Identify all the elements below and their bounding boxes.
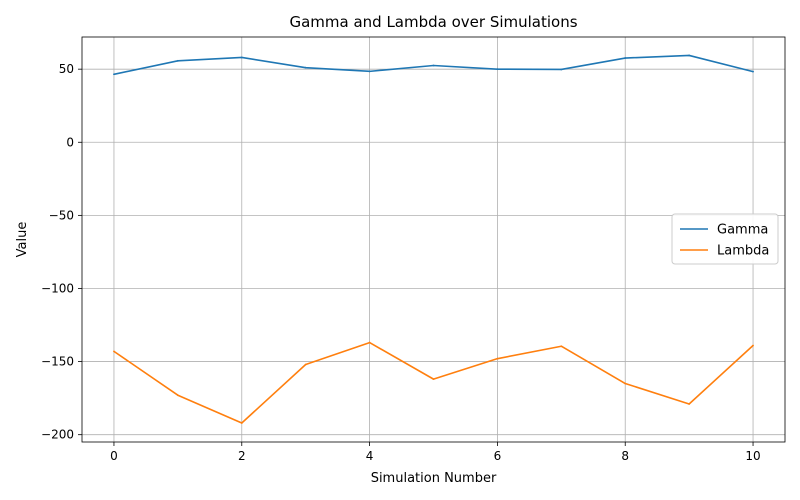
gamma-point bbox=[688, 54, 691, 57]
legend-label-gamma: Gamma bbox=[717, 223, 768, 238]
lambda-point bbox=[304, 363, 307, 366]
chart-title: Gamma and Lambda over Simulations bbox=[289, 13, 577, 31]
x-tick-label: 0 bbox=[110, 449, 118, 463]
lambda-line bbox=[113, 341, 754, 424]
gamma-point bbox=[752, 70, 754, 73]
gamma-point bbox=[496, 68, 499, 71]
gamma-point bbox=[176, 59, 179, 62]
x-tick-label: 6 bbox=[494, 449, 502, 463]
gamma-point bbox=[624, 57, 627, 59]
plot-frame bbox=[81, 36, 786, 443]
lambda-point bbox=[368, 341, 371, 344]
gamma-point bbox=[432, 64, 435, 67]
y-tick-label: −50 bbox=[49, 208, 74, 222]
legend: Gamma Lambda bbox=[671, 213, 779, 265]
lambda-point bbox=[624, 382, 627, 385]
lambda-point bbox=[496, 357, 499, 360]
legend-label-lambda: Lambda bbox=[717, 244, 769, 259]
lambda-point bbox=[752, 344, 754, 347]
y-tick-label: 50 bbox=[59, 62, 74, 76]
y-tick-label: −100 bbox=[41, 281, 74, 295]
y-axis-label: Value bbox=[15, 222, 30, 258]
lambda-point bbox=[560, 345, 563, 348]
gamma-point bbox=[304, 66, 307, 69]
y-tick-label: 0 bbox=[66, 135, 74, 149]
gamma-point bbox=[560, 68, 563, 71]
x-axis-label: Simulation Number bbox=[371, 471, 497, 486]
x-tick-label: 8 bbox=[621, 449, 629, 463]
y-tick-label: −150 bbox=[41, 355, 74, 369]
x-tick-label: 10 bbox=[745, 449, 760, 463]
x-tick-label: 4 bbox=[366, 449, 374, 463]
lambda-point bbox=[240, 422, 243, 424]
lambda-point bbox=[432, 378, 435, 381]
gamma-point bbox=[113, 73, 115, 76]
lambda-point bbox=[688, 403, 691, 405]
y-tick-label: −200 bbox=[41, 428, 74, 442]
legend-box bbox=[671, 213, 779, 265]
x-tick-label: 2 bbox=[238, 449, 246, 463]
gamma-point bbox=[368, 70, 371, 73]
lambda-point bbox=[113, 350, 115, 353]
gamma-point bbox=[240, 56, 243, 59]
series-layer bbox=[113, 54, 754, 424]
tick-layer: 0 2 4 6 8 10 50 0 −50 −100 −150 −200 bbox=[41, 62, 761, 463]
lambda-point bbox=[176, 394, 179, 397]
